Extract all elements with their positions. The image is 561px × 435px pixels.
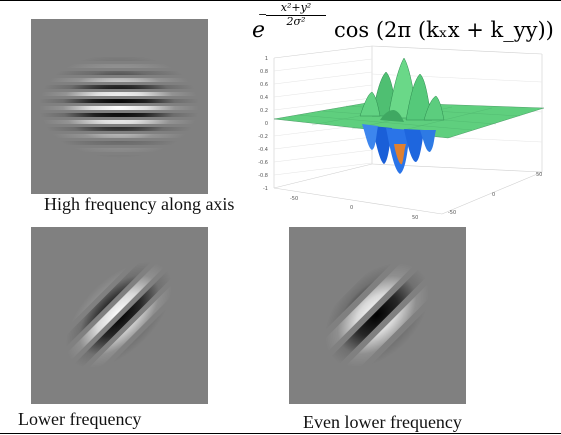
ztick-label: -50	[448, 210, 456, 216]
ytick-label: -0.8	[258, 173, 268, 179]
surface-peaks	[359, 57, 445, 122]
gabor-3d-surface-plot: 1 0.8 0.6 0.4 0.2 0 -0.2 -0.4 -0.6 -0.8 …	[252, 44, 557, 222]
gabor-patch-even-lower-frequency	[289, 227, 466, 404]
formula-base: e	[252, 18, 266, 43]
formula-cos-term: cos (2π (kₓx + k_yy))	[334, 18, 554, 42]
ztick-label: 50	[536, 172, 542, 178]
ytick-label: 0.2	[260, 108, 268, 114]
surface-valleys	[362, 124, 436, 174]
ytick-label: 0.4	[260, 95, 268, 101]
caption-high-frequency: High frequency along axis	[44, 194, 235, 214]
caption-lower-frequency: Lower frequency	[18, 409, 142, 429]
surface-plot-svg: 1 0.8 0.6 0.4 0.2 0 -0.2 -0.4 -0.6 -0.8 …	[258, 45, 545, 221]
top-rule	[0, 0, 561, 1]
formula-exponent-numerator: x²+y²	[266, 2, 326, 16]
caption-even-lower-frequency: Even lower frequency	[303, 412, 462, 432]
ytick-label: -0.4	[258, 147, 268, 153]
ytick-label: 0.8	[260, 69, 268, 75]
xtick-label: -50	[290, 196, 298, 202]
xtick-label: 50	[412, 215, 418, 221]
ytick-label: 1	[265, 56, 268, 62]
ztick-label: 0	[492, 192, 495, 198]
gabor-patch-high-frequency	[31, 19, 208, 194]
gabor-formula: e − x²+y² 2σ² cos (2π (kₓx + k_yy))	[252, 2, 557, 44]
bottom-rule	[0, 433, 561, 434]
formula-exponent-sign: −	[258, 8, 268, 21]
ytick-label: -1	[263, 186, 268, 192]
ytick-label: 0.6	[260, 82, 268, 88]
gabor-patch-lower-frequency	[31, 227, 208, 404]
xtick-label: 0	[350, 205, 353, 211]
formula-exponent: − x²+y² 2σ²	[258, 2, 326, 28]
ytick-label: 0	[265, 121, 268, 127]
ytick-label: -0.6	[258, 160, 268, 166]
formula-exponent-denominator: 2σ²	[286, 15, 306, 28]
ytick-label: -0.2	[258, 134, 268, 140]
